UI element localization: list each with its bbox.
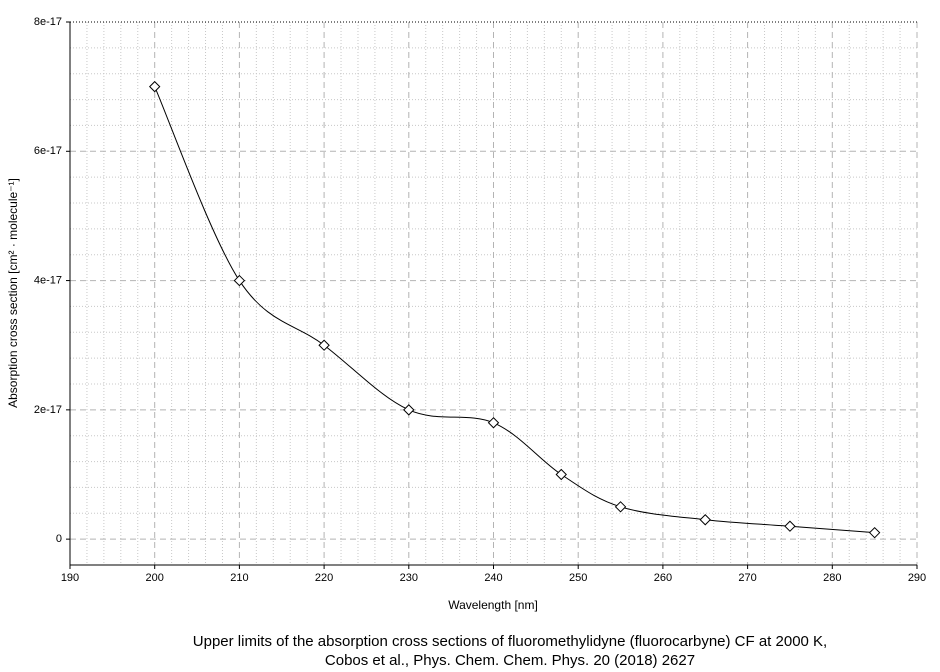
point-marker [868, 526, 881, 539]
x-tick-label: 210 [230, 572, 248, 584]
x-tick-label: 260 [654, 572, 672, 584]
y-tick-label: 8e-17 [34, 16, 62, 28]
point-marker [614, 501, 627, 513]
y-axis-label: Absorption cross section [cm² · molecule… [6, 178, 20, 408]
x-tick-label: 280 [823, 572, 841, 584]
x-tick-label: 270 [738, 572, 756, 584]
y-tick-label: 4e-17 [34, 274, 62, 286]
x-tick-label: 190 [61, 572, 79, 584]
point-marker [487, 417, 500, 429]
line [154, 86, 875, 534]
point-marker [699, 514, 711, 526]
point-marker [233, 274, 246, 287]
caption-line: Upper limits of the absorption cross sec… [193, 633, 827, 650]
y-tick-label: 2e-17 [34, 404, 62, 416]
x-tick-label: 230 [400, 572, 418, 584]
x-axis-label: Wavelength [nm] [448, 598, 538, 612]
point-marker [403, 404, 415, 416]
point-marker [148, 80, 161, 93]
x-tick-label: 250 [569, 572, 587, 584]
grid [70, 21, 918, 566]
x-tick-label: 240 [484, 572, 502, 584]
y-tick-label: 0 [56, 533, 62, 545]
x-tick-label: 200 [146, 572, 164, 584]
x-tick-label: 220 [315, 572, 333, 584]
point-marker [784, 520, 796, 532]
x-tick-label: 290 [908, 572, 926, 584]
caption-line: Cobos et al., Phys. Chem. Chem. Phys. 20… [325, 652, 695, 669]
point-marker [555, 468, 567, 481]
point-marker [318, 339, 330, 351]
plot [148, 80, 881, 539]
y-tick-label: 6e-17 [34, 145, 62, 157]
